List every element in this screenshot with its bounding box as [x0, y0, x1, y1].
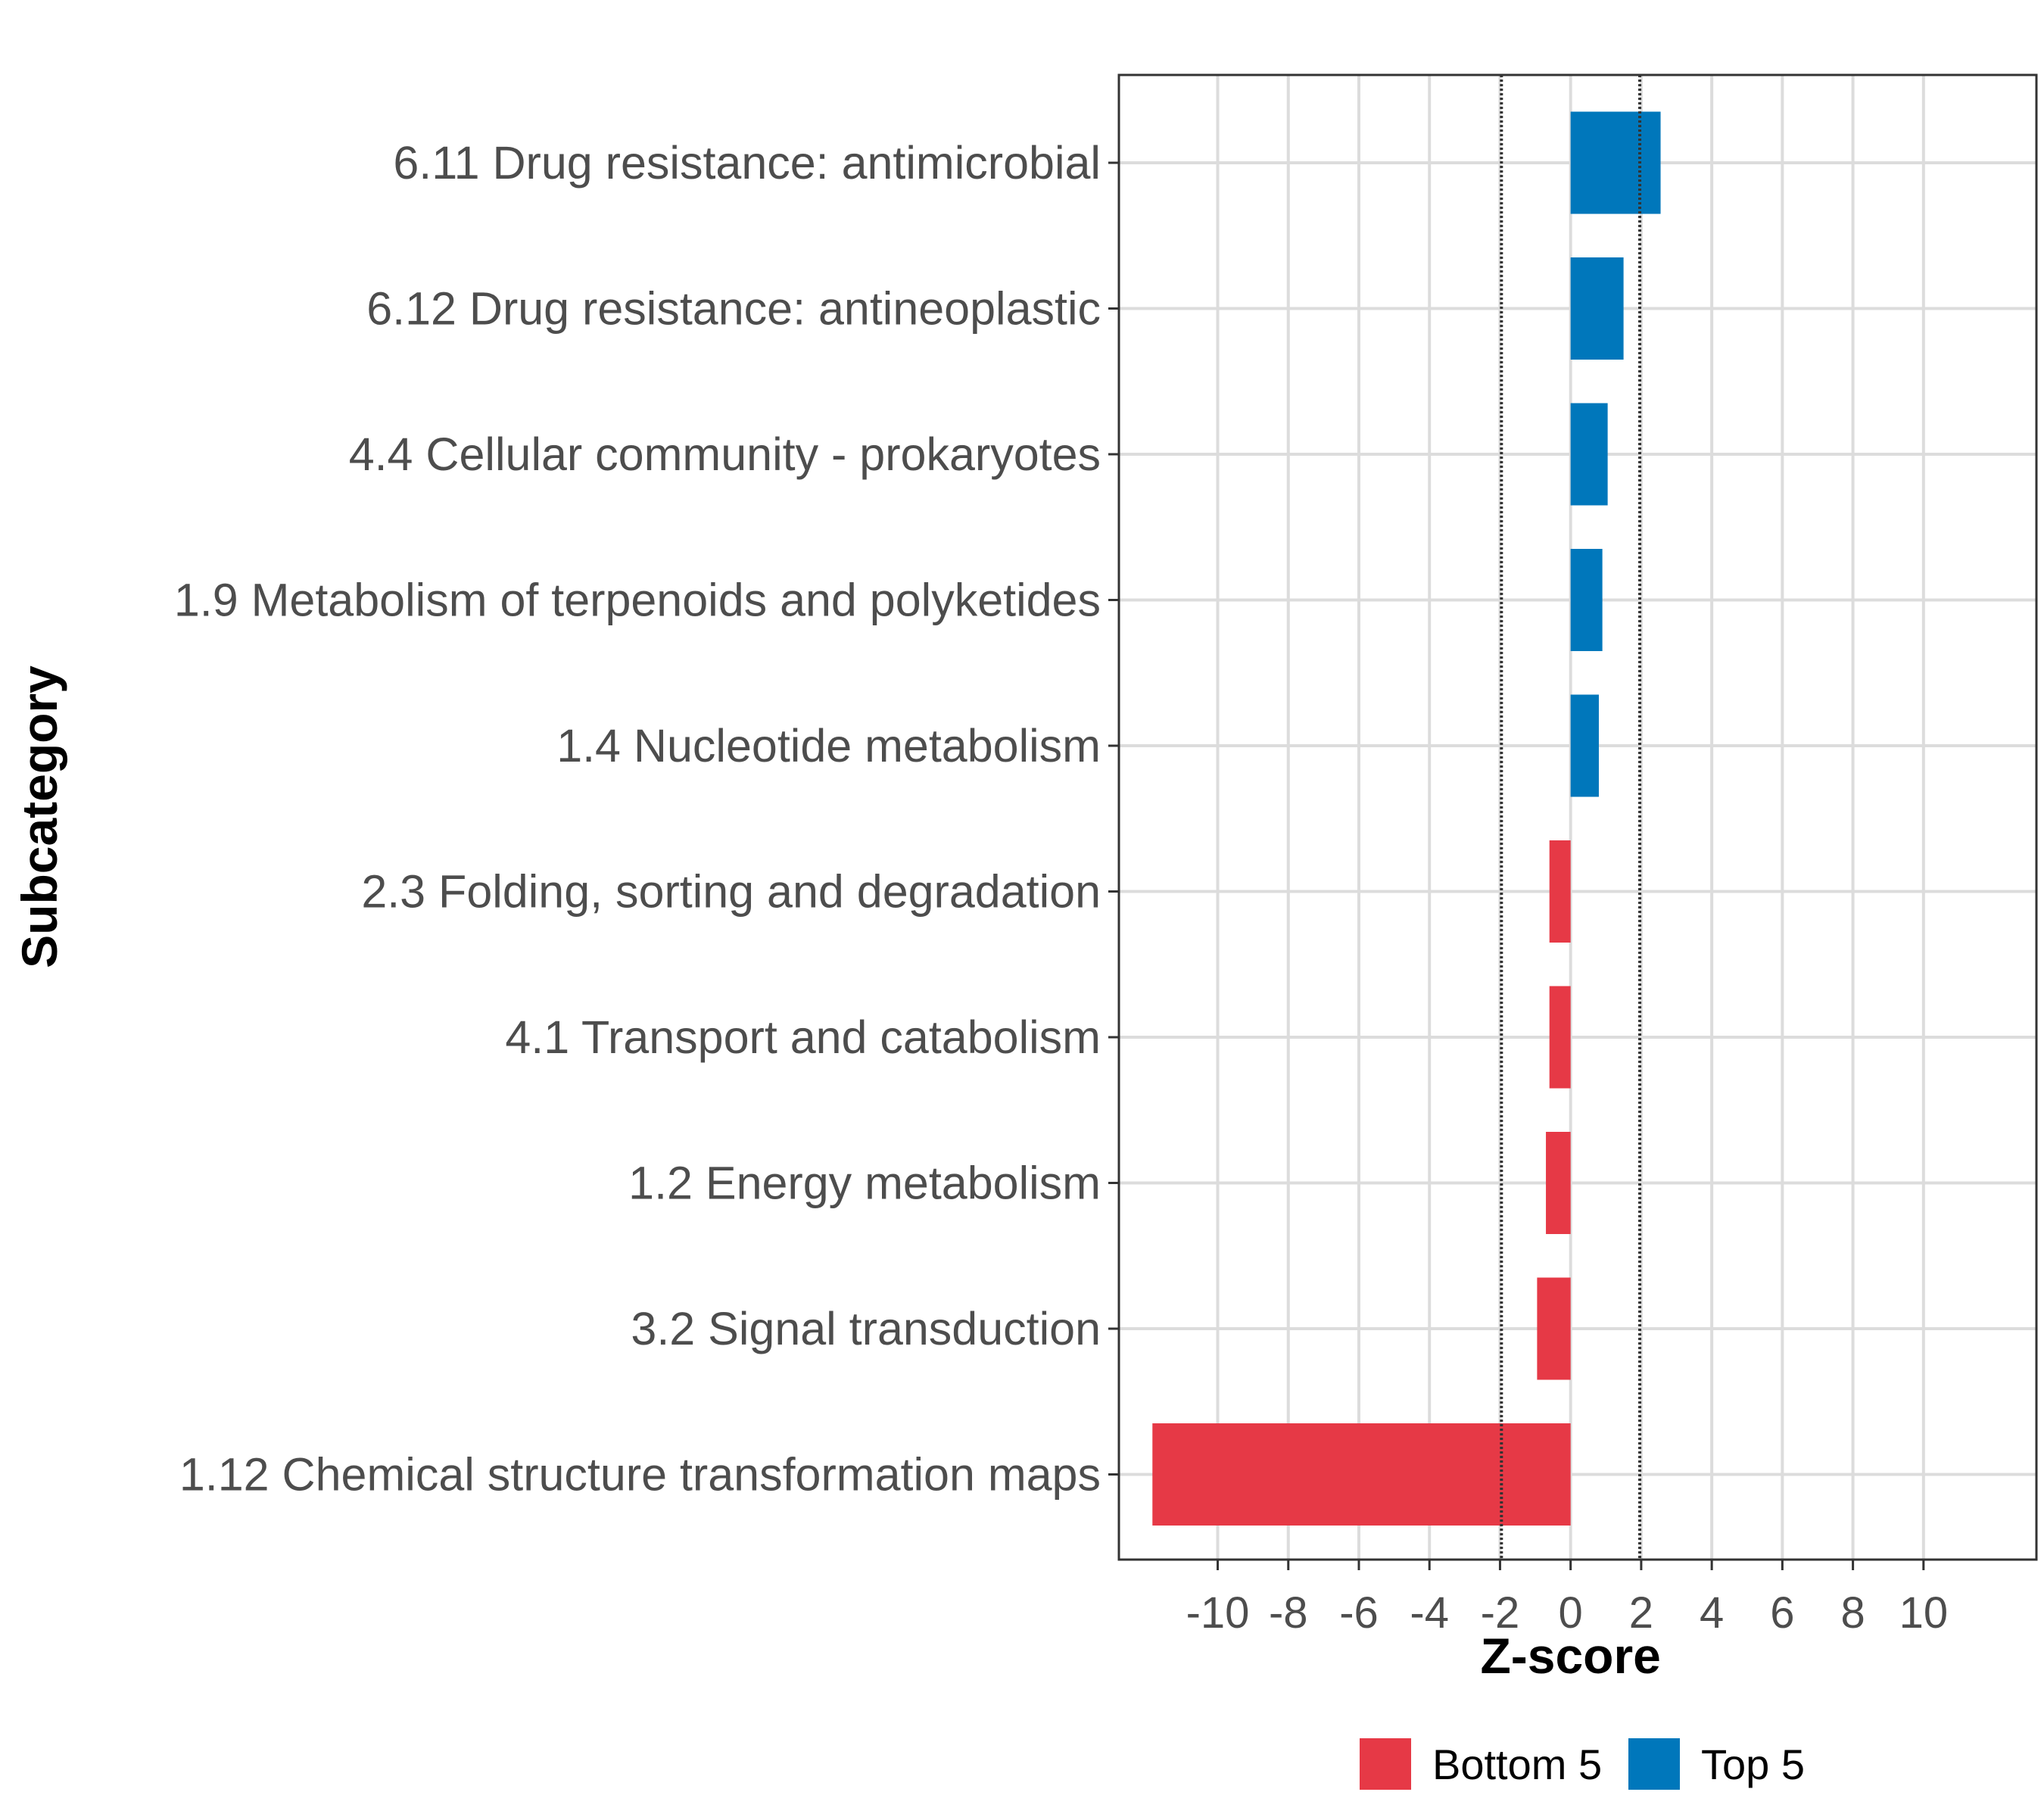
y-axis-tick-labels: 6.11 Drug resistance: antimicrobial 6.12 … — [174, 137, 1119, 1501]
x-tick-label: -8 — [1269, 1588, 1308, 1638]
bar-bottom — [1550, 840, 1571, 943]
bar-top — [1571, 549, 1603, 651]
legend-swatch — [1360, 1738, 1411, 1790]
y-tick-label: 1.9 Metabolism of terpenoids and polyket… — [174, 575, 1101, 626]
y-axis-title: Subcategory — [11, 665, 67, 968]
y-tick-label: 1.12 Chemical structure transformation m… — [179, 1449, 1101, 1501]
y-tick-label: 4.4 Cellular community - prokaryotes — [349, 429, 1101, 480]
x-tick-label: 8 — [1840, 1588, 1865, 1638]
y-tick-label: 6.12 Drug resistance: antineoplastic — [366, 283, 1101, 335]
x-tick-label: 4 — [1700, 1588, 1724, 1638]
x-tick-label: 6 — [1770, 1588, 1794, 1638]
y-tick-label: 3.2 Signal transduction — [631, 1303, 1101, 1354]
x-tick-label: -4 — [1410, 1588, 1449, 1638]
y-tick-label: 4.1 Transport and catabolism — [505, 1011, 1101, 1063]
bar-bottom — [1152, 1423, 1570, 1526]
bar-bottom — [1546, 1132, 1571, 1234]
bar-bottom — [1537, 1278, 1570, 1380]
legend-label: Top 5 — [1701, 1741, 1805, 1788]
bar-bottom — [1550, 986, 1571, 1089]
bar-top — [1571, 404, 1608, 506]
y-tick-label: 1.2 Energy metabolism — [628, 1158, 1101, 1209]
legend-label: Bottom 5 — [1432, 1741, 1602, 1788]
z-score-bar-chart: 6.11 Drug resistance: antimicrobial 6.12 … — [0, 0, 2044, 1817]
x-tick-label: -6 — [1339, 1588, 1379, 1638]
x-axis-title: Z-score — [1480, 1628, 1660, 1684]
bar-top — [1571, 257, 1624, 360]
bar-top — [1571, 695, 1599, 797]
x-tick-label: 10 — [1899, 1588, 1949, 1638]
x-axis-tick-labels: -10 -8 -6 -4 -2 0 2 4 6 8 10 — [1186, 1560, 1948, 1638]
x-tick-label: -10 — [1186, 1588, 1250, 1638]
bars-layer — [1152, 112, 1660, 1526]
y-tick-label: 2.3 Folding, sorting and degradation — [361, 866, 1101, 918]
legend-swatch — [1628, 1738, 1680, 1790]
legend: Bottom 5 Top 5 — [1360, 1738, 1805, 1790]
y-tick-label: 1.4 Nucleotide metabolism — [556, 720, 1101, 771]
y-tick-label: 6.11 Drug resistance: antimicrobial — [393, 137, 1101, 189]
bar-top — [1571, 112, 1661, 214]
